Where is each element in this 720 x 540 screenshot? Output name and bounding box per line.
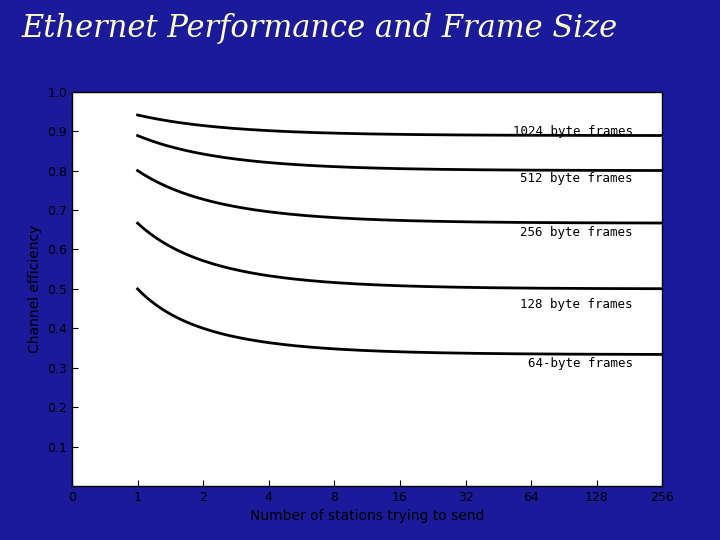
Text: Ethernet Performance and Frame Size: Ethernet Performance and Frame Size [22,14,618,44]
X-axis label: Number of stations trying to send: Number of stations trying to send [250,509,485,523]
Text: 1024 byte frames: 1024 byte frames [513,125,633,138]
Text: 256 byte frames: 256 byte frames [521,226,633,239]
Text: 512 byte frames: 512 byte frames [521,172,633,185]
Text: 128 byte frames: 128 byte frames [521,298,633,310]
Y-axis label: Channel efficiency: Channel efficiency [27,225,42,353]
Text: 64-byte frames: 64-byte frames [528,357,633,370]
